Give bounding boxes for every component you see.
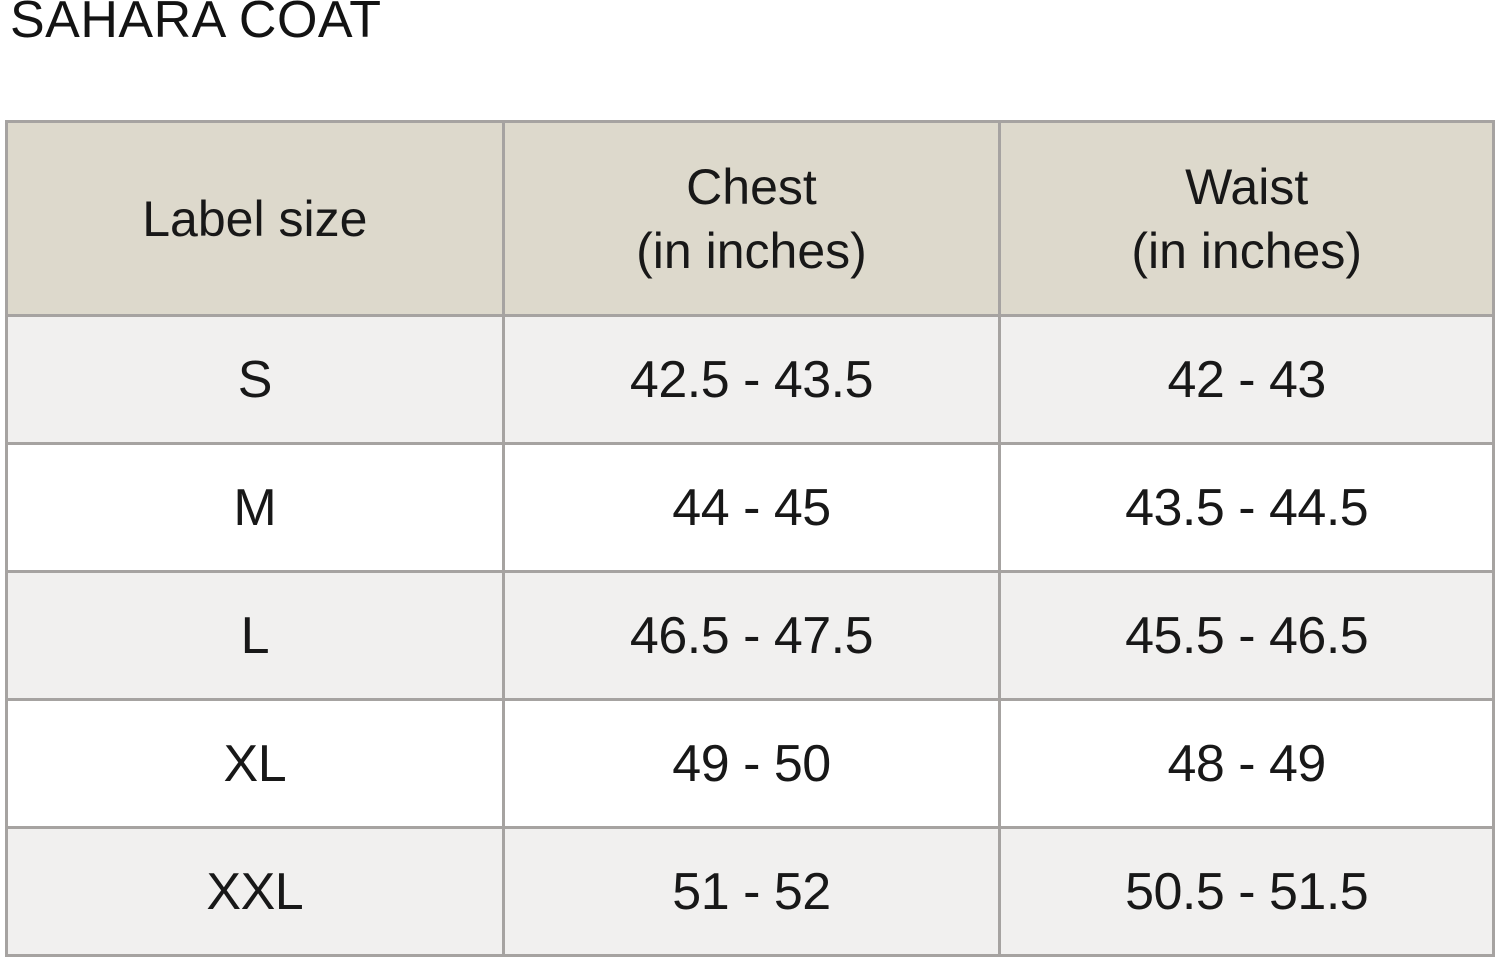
cell-chest-m: 44 - 45 [501, 442, 1002, 573]
table-row-s: S 42.5 - 43.5 42 - 43 [5, 314, 1495, 445]
column-header-label-size-line1: Label size [142, 190, 368, 247]
cell-chest-xl: 49 - 50 [501, 698, 1002, 829]
cell-waist-xxl: 50.5 - 51.5 [998, 826, 1495, 957]
cell-size-xxl: XXL [5, 826, 505, 957]
cell-size-s: S [5, 314, 505, 445]
cell-waist-l: 45.5 - 46.5 [998, 570, 1495, 701]
column-header-waist: Waist (in inches) [998, 120, 1495, 317]
cell-waist-s: 42 - 43 [998, 314, 1495, 445]
cell-chest-xxl: 51 - 52 [501, 826, 1002, 957]
cell-waist-xl: 48 - 49 [998, 698, 1495, 829]
column-header-chest-line2: (in inches) [636, 222, 867, 279]
cell-size-xl: XL [5, 698, 505, 829]
column-header-waist-line2: (in inches) [1131, 222, 1362, 279]
column-header-chest-line1: Chest [686, 158, 817, 215]
column-header-label-size: Label size [5, 120, 505, 317]
table-row-xxl: XXL 51 - 52 50.5 - 51.5 [5, 826, 1495, 957]
table-row-l: L 46.5 - 47.5 45.5 - 46.5 [5, 570, 1495, 701]
cell-chest-l: 46.5 - 47.5 [501, 570, 1002, 701]
table-row-m: M 44 - 45 43.5 - 44.5 [5, 442, 1495, 573]
page-title: SAHARA COAT [10, 0, 382, 49]
column-header-chest: Chest (in inches) [501, 120, 1002, 317]
cell-waist-m: 43.5 - 44.5 [998, 442, 1495, 573]
size-chart-table: Label size Chest (in inches) Waist (in i… [5, 120, 1495, 957]
cell-size-l: L [5, 570, 505, 701]
header-row: Label size Chest (in inches) Waist (in i… [5, 120, 1495, 317]
table-row-xl: XL 49 - 50 48 - 49 [5, 698, 1495, 829]
cell-chest-s: 42.5 - 43.5 [501, 314, 1002, 445]
column-header-waist-line1: Waist [1185, 158, 1309, 215]
cell-size-m: M [5, 442, 505, 573]
